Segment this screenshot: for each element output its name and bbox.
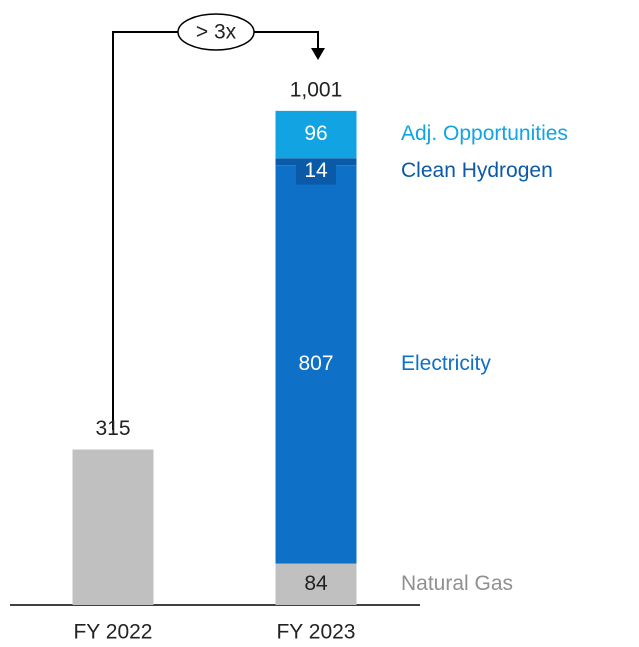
legend-label: Natural Gas — [401, 572, 513, 595]
annotation: > 3x — [196, 21, 237, 44]
value-label-bg — [296, 158, 336, 185]
value-label: 14 — [304, 159, 328, 182]
legend-label: Electricity — [401, 352, 491, 375]
value-label: 807 — [298, 352, 333, 375]
total-label: 315 — [95, 417, 130, 440]
x-tick-label: FY 2023 — [276, 621, 355, 644]
legend-label: Clean Hydrogen — [401, 159, 553, 182]
x-tick-label: FY 2022 — [73, 621, 152, 644]
value-label: 84 — [304, 572, 328, 595]
bar-segment — [275, 165, 357, 564]
bar-segment — [275, 563, 357, 605]
bar-segment — [275, 110, 357, 159]
annotation-ellipse — [177, 13, 255, 51]
total-label: 1,001 — [290, 78, 343, 101]
arrow-line — [112, 31, 178, 430]
legend-label: Adj. Opportunities — [401, 122, 568, 145]
bar-segment — [72, 449, 154, 605]
arrow-head — [311, 48, 325, 60]
value-label: 96 — [304, 122, 327, 145]
arrow-line — [254, 31, 319, 50]
